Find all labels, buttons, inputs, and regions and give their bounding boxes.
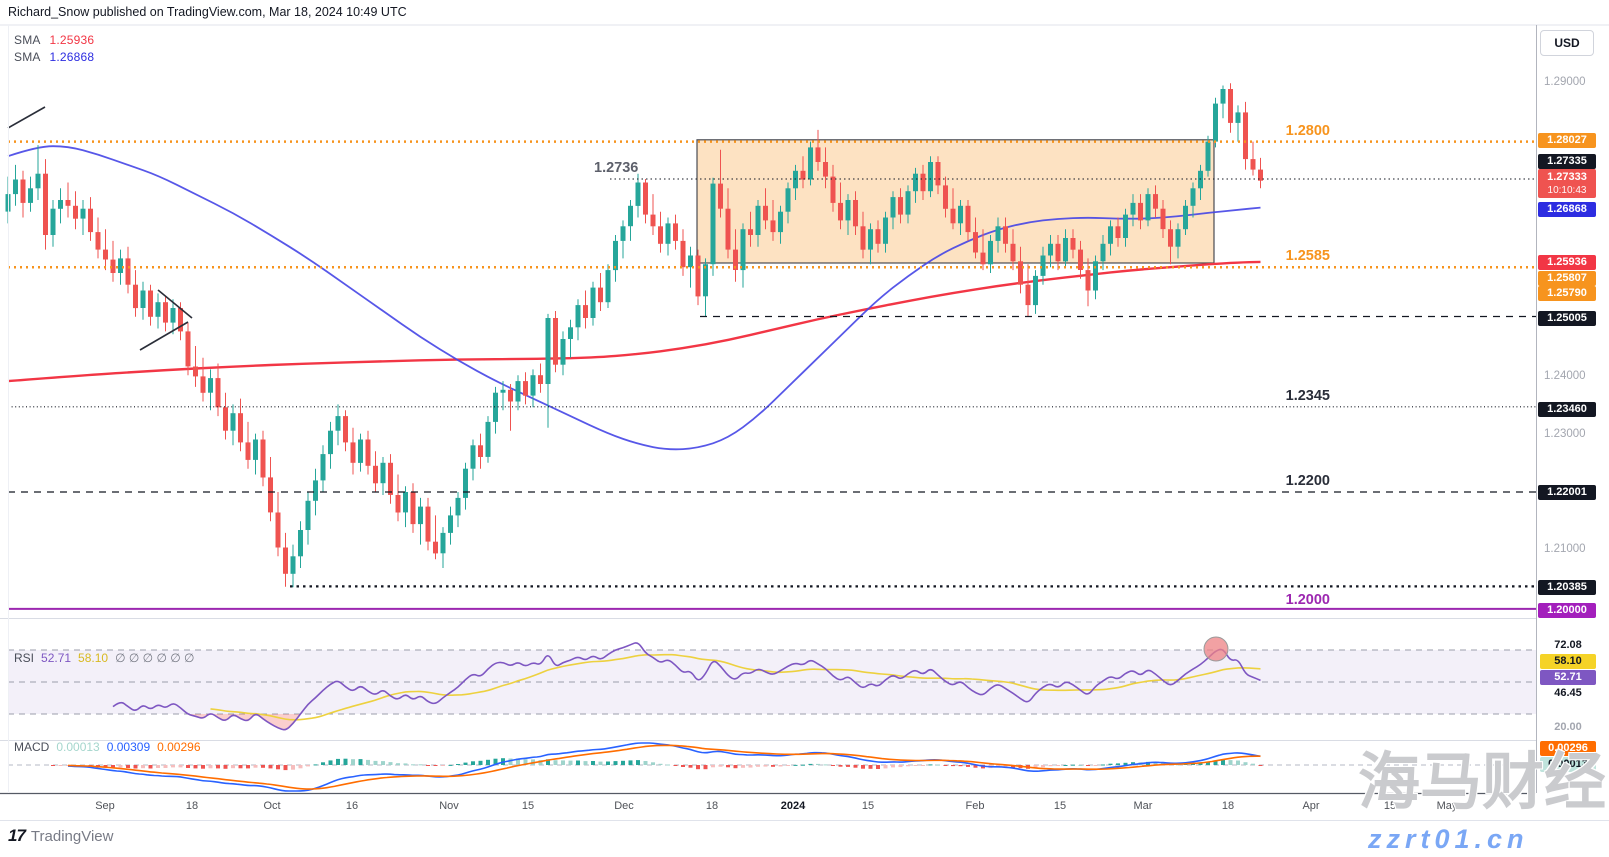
indicator-value: MACD: [14, 740, 50, 754]
level-label: 1.2000: [1285, 591, 1330, 608]
time-axis-tick: 15: [1053, 800, 1067, 812]
price-axis-badge: 1.23460: [1538, 401, 1596, 417]
level-label: 1.2736: [594, 160, 639, 176]
time-axis-tick: Nov: [439, 800, 459, 812]
price-axis-badge: 1.20000: [1538, 602, 1596, 618]
pane-separators: [0, 24, 1609, 821]
price-axis-badge: 1.27335: [1538, 153, 1596, 169]
indicator-axis-value: 72.08: [1554, 639, 1582, 651]
level-label: 1.2345: [1285, 387, 1330, 404]
price-axis-label: 1.21000: [1544, 543, 1586, 555]
sma-slow-line[interactable]: [7, 260, 1261, 383]
tradingview-mark-icon: 17: [8, 826, 26, 845]
price-axis-label: 1.29000: [1544, 76, 1586, 88]
consolidation-box[interactable]: [696, 139, 1215, 264]
macd-indicator-header[interactable]: MACD 0.00013 0.00309 0.00296: [14, 738, 208, 756]
time-axis-tick: 15: [521, 800, 535, 812]
price-axis-badge: 1.22001: [1538, 484, 1596, 500]
price-axis-badge: 1.26868: [1538, 201, 1596, 217]
indicator-axis-value: 0.00013: [1540, 757, 1596, 772]
legend-sma-slow-value: 1.25936: [49, 33, 95, 47]
price-axis-badge: 1.20385: [1538, 579, 1596, 595]
price-axis-label: 1.23000: [1544, 428, 1586, 440]
site-watermark-url: zzrt01.cn: [1368, 824, 1529, 854]
rsi-indicator-header[interactable]: RSI 52.71 58.10 ∅ ∅ ∅ ∅ ∅ ∅: [14, 649, 201, 667]
price-axis-badge: 1.25790: [1538, 285, 1596, 301]
time-axis-tick: 15: [861, 800, 875, 812]
trendline-annotations[interactable]: [7, 106, 193, 351]
indicator-axis-value: 58.10: [1540, 654, 1596, 669]
site-watermark-cjk: 海马财经: [1358, 748, 1607, 817]
time-axis-tick: Mar: [1133, 800, 1153, 812]
legend-sma-fast[interactable]: SMA 1.26868: [14, 50, 94, 64]
legend-sma-fast-value: 1.26868: [49, 50, 95, 64]
legend-sma-slow[interactable]: SMA 1.25936: [14, 33, 94, 47]
legend-sma-fast-label: SMA: [14, 50, 40, 64]
legend-sma-slow-label: SMA: [14, 33, 40, 47]
level-label: 1.2800: [1285, 122, 1330, 139]
price-axis-badge: 1.28027: [1538, 132, 1596, 148]
rsi-divergence-marker[interactable]: [1203, 636, 1229, 662]
sma-fast-line[interactable]: [7, 145, 1261, 451]
time-axis-tick: Feb: [965, 800, 985, 812]
time-axis-tick: Dec: [614, 800, 634, 812]
price-axis-badge: 1.25005: [1538, 310, 1596, 326]
indicator-value: 0.00013: [56, 740, 100, 754]
indicator-axis-value: 20.00: [1554, 721, 1582, 733]
time-axis-tick: 16: [345, 800, 359, 812]
indicator-value: 0.00309: [106, 740, 151, 754]
time-axis-tick: Apr: [1302, 800, 1320, 812]
tradingview-logo[interactable]: 17 TradingView: [8, 826, 113, 846]
level-label: 1.2585: [1285, 248, 1330, 265]
time-axis-tick: May: [1436, 800, 1458, 812]
price-axis-badge: 1.25936: [1538, 254, 1596, 270]
time-axis-tick: Sep: [95, 800, 115, 812]
indicator-axis-value: 46.45: [1554, 687, 1582, 699]
time-axis-tick: 18: [705, 800, 719, 812]
time-axis-tick: Oct: [263, 800, 281, 812]
publisher-line: Richard_Snow published on TradingView.co…: [8, 5, 407, 19]
indicator-value: ∅ ∅ ∅ ∅ ∅ ∅: [115, 651, 195, 665]
rsi-line[interactable]: [112, 642, 1261, 731]
indicator-axis-value: 52.71: [1540, 670, 1596, 685]
indicator-value: 0.00296: [157, 740, 201, 754]
price-axis-badge: 1.27333 10:10:43: [1538, 168, 1596, 198]
time-axis-tick: 2024: [780, 800, 806, 812]
indicator-value: RSI: [14, 651, 35, 665]
time-axis-tick: 15: [1383, 800, 1397, 812]
rsi-ma-line[interactable]: [210, 653, 1261, 721]
time-axis-tick: 18: [1221, 800, 1235, 812]
indicator-value: 58.10: [78, 651, 109, 665]
macd-signal-line[interactable]: [67, 744, 1261, 790]
candles-layer[interactable]: [5, 83, 1264, 588]
price-axis-label: 1.24000: [1544, 370, 1586, 382]
time-axis-tick: 18: [185, 800, 199, 812]
level-label: 1.2200: [1285, 473, 1330, 489]
tradingview-brand-text: TradingView: [30, 827, 114, 845]
price-axis-badge: 1.25807: [1538, 270, 1596, 286]
currency-button[interactable]: USD: [1540, 30, 1594, 56]
indicator-value: 52.71: [41, 651, 72, 665]
indicator-axis-value: 0.00296: [1540, 741, 1596, 756]
price-level-lines: [8, 140, 1536, 610]
